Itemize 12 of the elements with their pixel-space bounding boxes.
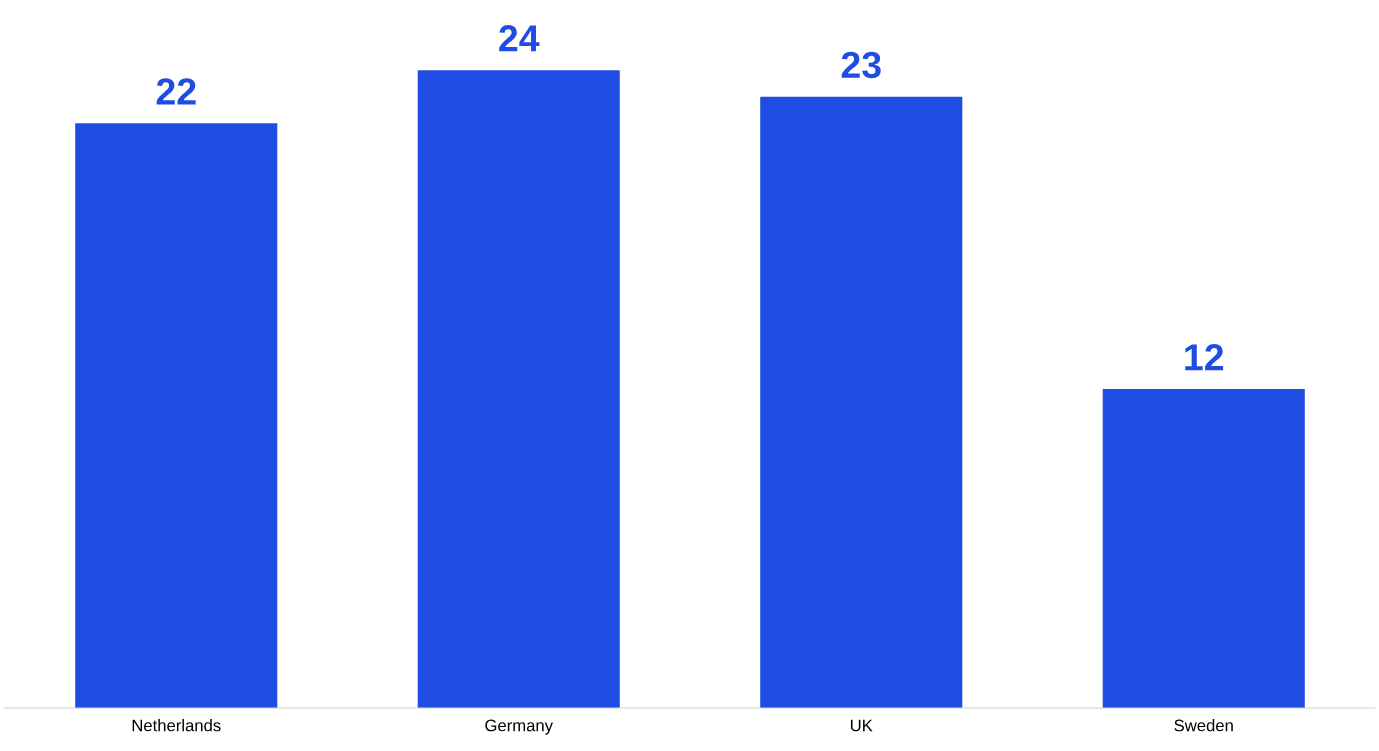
- bar: [1102, 389, 1305, 708]
- data-label: 24: [499, 25, 540, 52]
- data-label: 22: [156, 78, 196, 105]
- x-tick-label: Netherlands: [132, 719, 221, 732]
- bar: [417, 70, 620, 708]
- x-tick-label: UK: [850, 719, 873, 732]
- bar: [75, 123, 278, 708]
- data-label: 23: [841, 51, 881, 79]
- bar: [760, 96, 963, 708]
- x-tick-label: Sweden: [1174, 719, 1233, 732]
- x-tick-label: Germany: [485, 719, 553, 735]
- data-label: 12: [1185, 344, 1224, 371]
